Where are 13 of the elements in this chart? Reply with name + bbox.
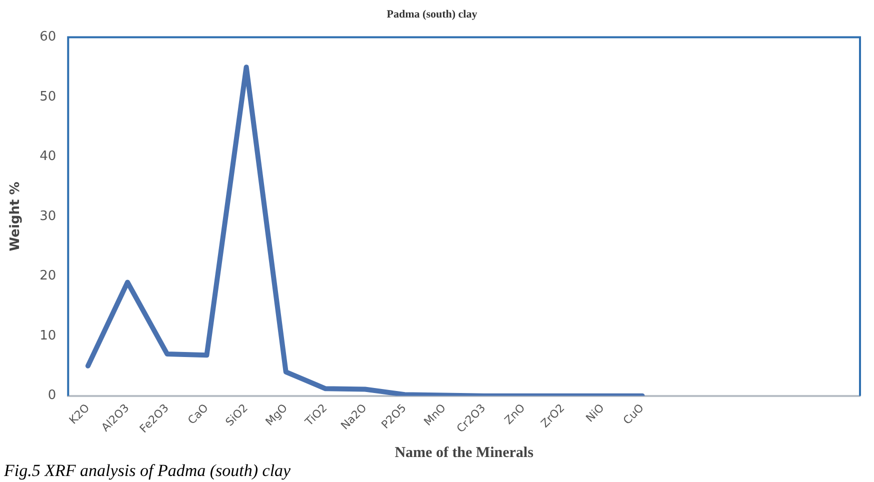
caption: Fig.5 XRF analysis of Padma (south) clay [3, 460, 292, 480]
y-tick-label: 10 [40, 328, 56, 344]
y-tick-label: 40 [40, 149, 56, 164]
x-tick-label: NiO [583, 401, 608, 425]
y-axis-title: Weight % [8, 182, 24, 252]
x-tick-label: CaO [185, 401, 212, 427]
y-tick-label: 60 [40, 30, 56, 45]
y-tick-label: 50 [40, 89, 56, 104]
chart-title: Padma (south) clay [386, 8, 478, 20]
y-tick-label: 0 [48, 388, 56, 404]
y-tick-label: 20 [40, 268, 56, 284]
x-axis-title: Name of the Minerals [394, 444, 534, 461]
y-tick-label: 30 [40, 208, 56, 224]
